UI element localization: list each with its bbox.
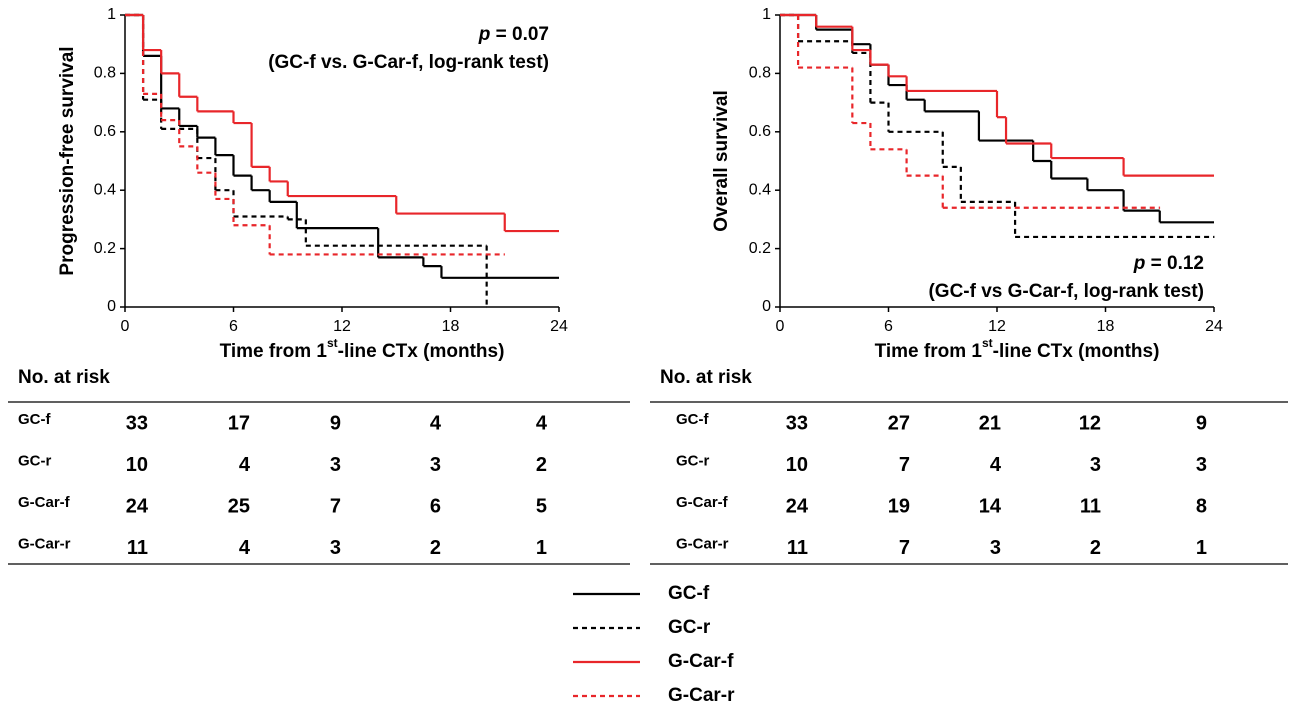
y-tick-label: 0.2 — [94, 240, 116, 257]
x-tick-label: 6 — [884, 318, 893, 335]
x-tick-label: 18 — [1097, 318, 1115, 335]
risk-table-title: No. at risk — [660, 367, 752, 388]
risk-count: 4 — [239, 454, 251, 476]
risk-count: 33 — [786, 412, 808, 434]
risk-row-label: GC-f — [18, 411, 51, 428]
x-tick-label: 12 — [988, 318, 1006, 335]
risk-count: 6 — [430, 495, 441, 517]
y-tick-label: 0.4 — [749, 181, 771, 198]
risk-count: 4 — [536, 412, 548, 434]
risk-count: 9 — [330, 412, 341, 434]
risk-count: 24 — [126, 495, 149, 517]
risk-count: 27 — [888, 412, 910, 434]
risk-count: 8 — [1196, 495, 1207, 517]
risk-count: 10 — [786, 454, 808, 476]
risk-count: 1 — [536, 537, 547, 559]
x-axis-label: Time from 1st-line CTx (months) — [220, 336, 505, 362]
x-tick-label: 0 — [776, 318, 785, 335]
risk-count: 11 — [1080, 495, 1101, 517]
risk-count: 14 — [979, 495, 1002, 517]
risk-row-label: G-Car-r — [676, 535, 729, 552]
x-tick-label: 24 — [1205, 318, 1223, 335]
risk-row-label: GC-r — [18, 452, 51, 469]
risk-count: 3 — [1196, 454, 1207, 476]
risk-count: 7 — [899, 537, 910, 559]
x-axis-label-sup: st — [327, 336, 338, 350]
y-tick-label: 1 — [762, 6, 771, 23]
annotation-text: (GC-f vs G-Car-f, log-rank test) — [928, 281, 1204, 302]
x-axis-label-text: -line CTx (months) — [338, 341, 505, 362]
p-symbol: p — [1133, 253, 1146, 274]
annotation-p: p = 0.07 — [478, 24, 549, 45]
y-axis-label: Progression-free survival — [57, 46, 78, 275]
risk-count: 33 — [126, 412, 148, 434]
y-tick-label: 0.8 — [749, 65, 771, 82]
risk-count: 9 — [1196, 412, 1207, 434]
risk-count: 17 — [228, 412, 250, 434]
risk-count: 2 — [536, 454, 547, 476]
p-symbol: p — [478, 24, 491, 45]
annotation-p: p = 0.12 — [1133, 253, 1204, 274]
y-tick-label: 0.4 — [94, 181, 116, 198]
risk-count: 11 — [787, 537, 808, 559]
risk-count: 19 — [888, 495, 910, 517]
x-axis-label-text: Time from 1 — [875, 341, 983, 362]
legend-label: GC-f — [668, 583, 710, 604]
risk-count: 10 — [126, 454, 148, 476]
y-tick-label: 0.2 — [749, 240, 771, 257]
annotation-text: (GC-f vs. G-Car-f, log-rank test) — [268, 52, 549, 73]
risk-count: 21 — [979, 412, 1001, 434]
risk-count: 4 — [239, 537, 251, 559]
risk-count: 11 — [127, 537, 148, 559]
risk-count: 3 — [330, 454, 341, 476]
risk-count: 4 — [990, 454, 1002, 476]
risk-table-title: No. at risk — [18, 367, 110, 388]
risk-count: 5 — [536, 495, 547, 517]
risk-row-label: G-Car-f — [18, 494, 71, 511]
x-tick-label: 24 — [550, 318, 568, 335]
risk-count: 7 — [899, 454, 910, 476]
y-tick-label: 0.8 — [94, 65, 116, 82]
y-axis-label: Overall survival — [711, 90, 732, 232]
x-axis-label: Time from 1st-line CTx (months) — [875, 336, 1160, 362]
x-tick-label: 6 — [229, 318, 238, 335]
y-tick-label: 0.6 — [94, 123, 116, 140]
p-value: = 0.12 — [1151, 253, 1204, 274]
risk-count: 24 — [786, 495, 809, 517]
x-tick-label: 12 — [333, 318, 351, 335]
x-tick-label: 0 — [121, 318, 130, 335]
risk-count: 2 — [1090, 537, 1101, 559]
x-axis-label-text: -line CTx (months) — [993, 341, 1160, 362]
risk-count: 12 — [1079, 412, 1101, 434]
x-axis-label-sup: st — [982, 336, 993, 350]
p-value: = 0.07 — [496, 24, 549, 45]
risk-count: 7 — [330, 495, 341, 517]
risk-row-label: GC-f — [676, 411, 709, 428]
legend-label: GC-r — [668, 617, 711, 638]
y-tick-label: 0 — [107, 298, 116, 315]
risk-count: 1 — [1196, 537, 1207, 559]
legend-label: G-Car-r — [668, 685, 735, 706]
risk-row-label: G-Car-r — [18, 535, 71, 552]
x-tick-label: 18 — [442, 318, 460, 335]
risk-count: 3 — [330, 537, 341, 559]
risk-count: 3 — [430, 454, 441, 476]
risk-count: 25 — [228, 495, 250, 517]
risk-count: 2 — [430, 537, 441, 559]
y-tick-label: 0.6 — [749, 123, 771, 140]
risk-count: 3 — [990, 537, 1001, 559]
x-axis-label-text: Time from 1 — [220, 341, 328, 362]
risk-count: 4 — [430, 412, 442, 434]
risk-row-label: GC-r — [676, 452, 709, 469]
risk-row-label: G-Car-f — [676, 494, 729, 511]
legend-label: G-Car-f — [668, 651, 734, 672]
y-tick-label: 0 — [762, 298, 771, 315]
risk-count: 3 — [1090, 454, 1101, 476]
y-tick-label: 1 — [107, 6, 116, 23]
